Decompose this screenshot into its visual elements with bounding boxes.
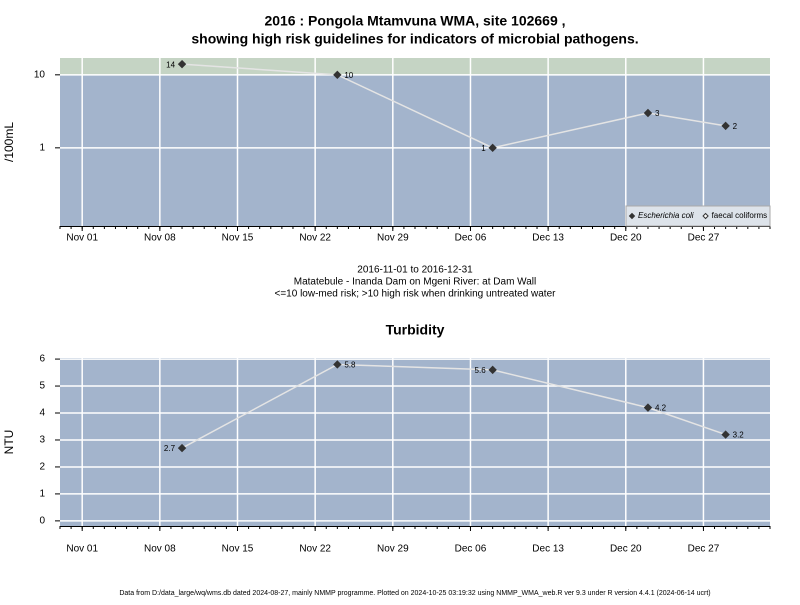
x-tick-label: Dec 27 [688, 544, 720, 555]
data-point [721, 121, 730, 131]
x-tick-label: Dec 06 [455, 233, 487, 244]
data-label: 3.2 [733, 431, 745, 440]
x-tick-label: Nov 22 [299, 544, 331, 555]
footer: Data from D:/data_large/wq/wms.db dated … [119, 590, 710, 597]
x-tick-label: Dec 13 [532, 233, 564, 244]
x-tick-label: Nov 29 [377, 233, 409, 244]
chart-title: 2016 : Pongola Mtamvuna WMA, site 102669… [264, 13, 565, 29]
data-label: 3 [655, 109, 660, 118]
data-point [488, 365, 497, 375]
chart-title: Turbidity [386, 322, 445, 338]
y-tick-label: 4 [39, 408, 45, 419]
data-label: 14 [166, 60, 175, 69]
caption: 2016-11-01 to 2016-12-31 [357, 265, 473, 276]
y-axis-label: /100mL [2, 122, 16, 162]
legend-marker [702, 212, 709, 220]
x-tick-label: Nov 01 [66, 544, 98, 555]
x-tick-label: Dec 13 [532, 544, 564, 555]
y-tick-label: 1 [39, 489, 45, 500]
x-tick-label: Nov 15 [222, 233, 254, 244]
legend: Escherichia coli faecal coliforms [625, 205, 771, 227]
data-point [643, 108, 653, 118]
legend-label: faecal coliforms [712, 211, 768, 220]
data-point [488, 143, 497, 153]
data-label: 1 [481, 144, 486, 153]
x-tick-label: Nov 22 [299, 233, 331, 244]
plot-background [60, 358, 770, 526]
x-tick-label: Nov 08 [144, 544, 176, 555]
data-point [177, 59, 187, 69]
x-tick-label: Nov 08 [144, 233, 176, 244]
x-tick-label: Nov 01 [66, 233, 98, 244]
data-point [721, 430, 730, 439]
y-tick-label: 2 [39, 462, 45, 473]
chart-title: showing high risk guidelines for indicat… [191, 31, 638, 47]
data-label: 5.8 [344, 361, 356, 370]
data-label: 4.2 [655, 404, 667, 413]
legend-box [625, 205, 771, 227]
x-tick-label: Dec 20 [610, 544, 642, 555]
x-tick-label: Dec 20 [610, 233, 642, 244]
x-tick-label: Nov 15 [222, 544, 254, 555]
data-point [333, 70, 342, 80]
data-point [643, 403, 653, 412]
data-point [177, 443, 187, 453]
x-tick-label: Dec 06 [455, 544, 487, 555]
y-axis-label: NTU [2, 430, 16, 455]
caption: <=10 low-med risk; >10 high risk when dr… [275, 289, 557, 300]
y-tick-label: 1 [39, 142, 45, 153]
y-tick-label: 0 [39, 516, 45, 527]
data-label: 5.6 [475, 366, 487, 375]
plot-background [60, 58, 770, 226]
data-label: 2 [733, 122, 738, 131]
data-point [333, 360, 342, 369]
data-label: 10 [344, 71, 353, 80]
caption: Matatebule - Inanda Dam on Mgeni River: … [294, 277, 537, 288]
x-tick-label: Dec 27 [688, 233, 720, 244]
y-tick-label: 6 [39, 354, 45, 365]
y-tick-label: 10 [34, 69, 46, 80]
legend-marker [628, 212, 636, 220]
legend-label: Escherichia coli [638, 211, 694, 220]
x-tick-label: Nov 29 [377, 544, 409, 555]
y-tick-label: 5 [39, 381, 45, 392]
data-label: 2.7 [164, 444, 176, 453]
y-tick-label: 3 [39, 435, 45, 446]
